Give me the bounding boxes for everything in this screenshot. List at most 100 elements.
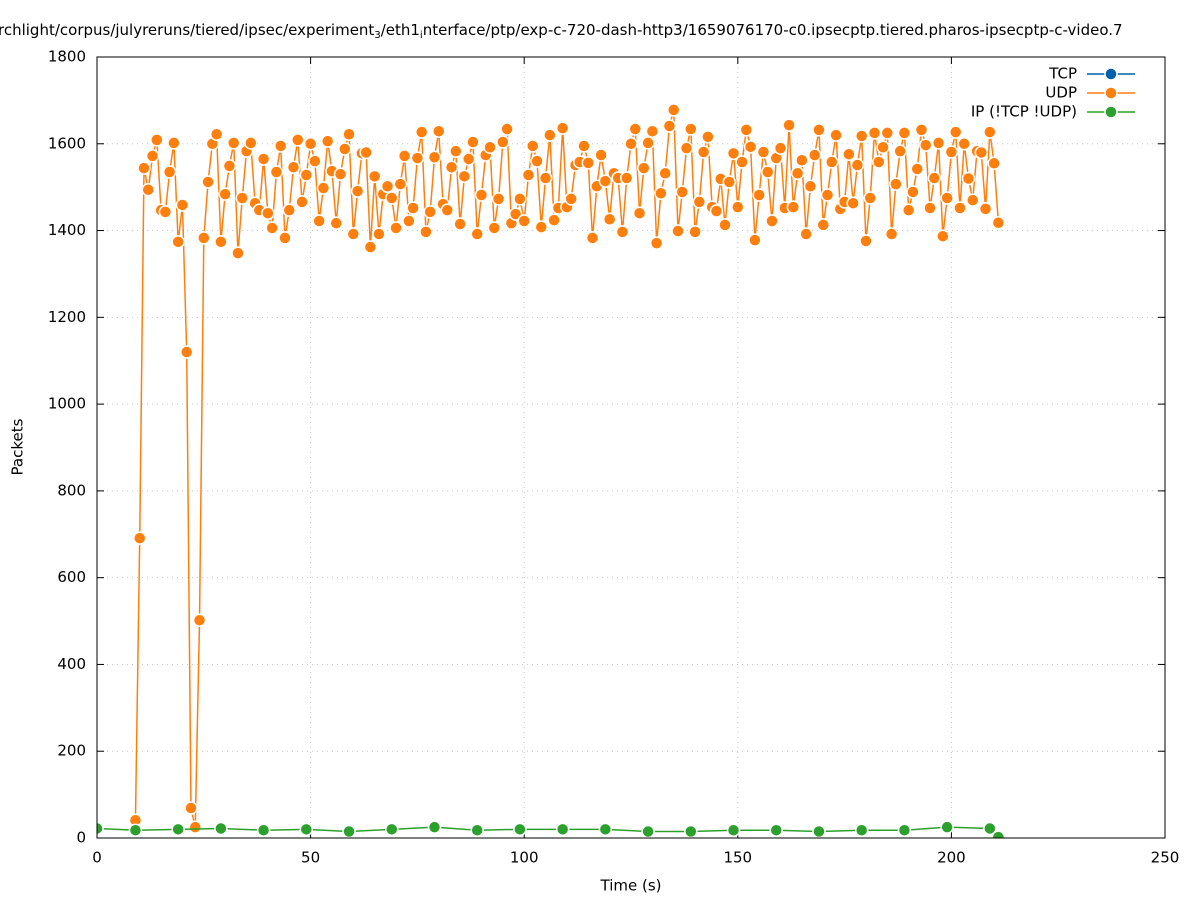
y-tick-label: 1000 [48,395,86,413]
grid: 0 200 400 600 800 1000 1200 1400 1600 1800 0 50 100 1… [48,48,1180,867]
data-point [380,179,395,194]
y-tick-label: 1400 [48,221,86,239]
data-point [901,203,916,217]
data-point [919,138,933,152]
data-point [803,179,818,194]
data-point [739,123,754,137]
data-point [513,192,527,206]
data-point [735,155,749,169]
data-point [893,144,907,158]
data-point [940,820,954,834]
data-point [385,822,399,837]
data-point [261,206,275,220]
data-point [338,142,352,156]
data-point [214,821,228,836]
data-point [299,168,314,182]
legend-marker [1104,67,1118,81]
title-part: i [420,30,423,41]
data-point [530,154,544,168]
data-point [192,613,207,627]
data-point [132,531,147,545]
y-tick-label: 800 [57,481,86,499]
x-tick-label: 50 [301,849,320,867]
y-tick-label: 0 [76,829,86,847]
data-point [722,175,737,189]
data-point [884,227,899,241]
data-point [393,177,408,191]
data-point [457,169,472,184]
x-tick-label: 150 [723,849,752,867]
data-point [931,136,946,150]
data-point [97,821,104,836]
data-point [812,123,826,137]
data-point [470,823,484,837]
data-point [876,140,890,154]
data-point [602,212,617,227]
data-point [555,822,570,837]
data-point [688,225,702,239]
data-point [543,128,557,142]
data-point [769,823,783,837]
data-point [760,165,775,179]
data-point [538,171,553,185]
data-point [782,118,796,132]
data-point [594,148,608,162]
data-point [628,122,643,136]
data-point [534,220,549,234]
data-point [897,126,912,140]
data-point [718,218,732,232]
data-point [145,149,160,163]
data-point [367,169,382,184]
data-point [256,152,271,166]
data-point [726,823,741,837]
x-tick-label: 250 [1151,849,1180,867]
data-point [679,141,694,155]
data-point [333,167,348,181]
data-point [927,171,942,185]
data-point [171,822,185,837]
x-axis-label: Time (s) [600,877,662,895]
data-point [414,125,429,139]
y-axis-label: Packets [9,418,27,475]
data-point [863,191,877,205]
data-point [731,200,745,214]
data-point [286,160,301,174]
data-point [500,122,514,136]
title-part: nterface/ptp/exp-c-720-dash-http3/165907… [423,21,1123,39]
data-point [329,216,343,230]
data-point [278,231,292,245]
data-point [726,146,741,161]
data-point [799,227,813,241]
data-point [944,145,959,159]
data-point [966,193,980,207]
data-point [201,175,215,189]
data-point [222,159,237,173]
x-tick-label: 100 [510,849,539,867]
data-point [385,191,399,205]
data-point [513,822,527,837]
data-point [842,147,856,161]
data-point [684,824,698,838]
data-point [953,201,967,215]
data-point [889,177,903,191]
data-point [666,103,681,117]
data-point [483,140,497,154]
data-point [167,136,181,150]
data-point [577,139,591,153]
data-point [372,227,386,241]
legend-label: UDP [1045,84,1077,102]
data-point [807,148,822,162]
data-point [675,185,690,199]
data-point [440,203,455,217]
data-point [128,823,143,837]
data-point [179,345,194,359]
data-point [342,824,356,838]
y-tick-label: 1800 [48,48,86,66]
data-point [910,162,924,176]
data-point [564,192,578,206]
data-point [872,155,886,169]
data-point [359,145,373,160]
data-point [978,202,993,216]
data-point [637,161,651,175]
data-point [231,246,245,260]
